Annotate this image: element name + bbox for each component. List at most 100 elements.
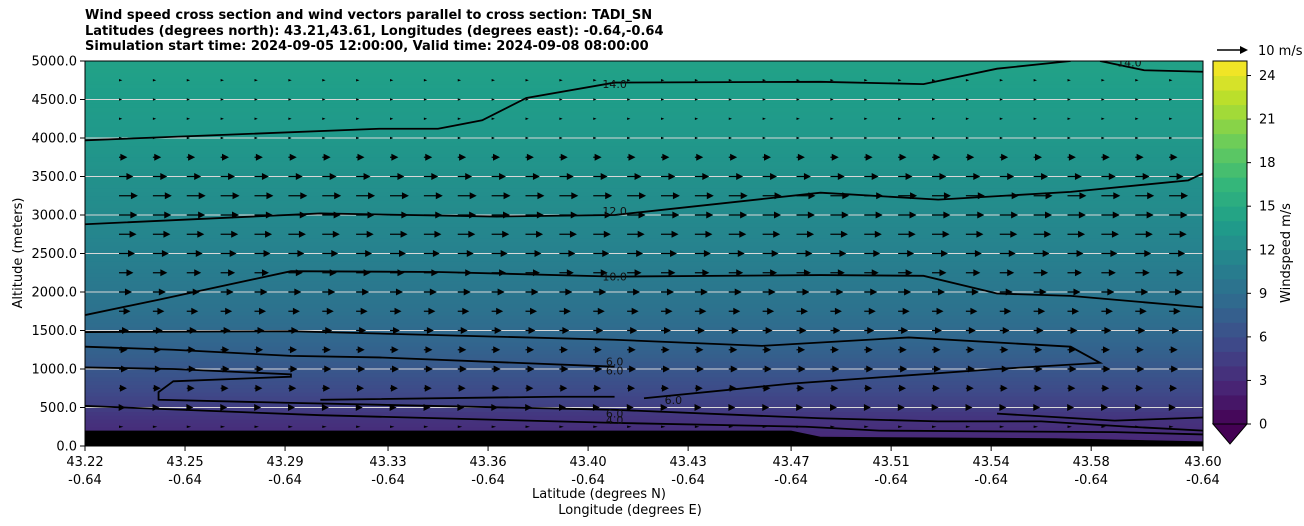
x-tick-label-lat: 43.51 — [873, 455, 910, 470]
wind-vector — [119, 211, 138, 219]
speed-band — [85, 261, 1203, 266]
wind-vector — [1033, 250, 1050, 257]
wind-vector — [525, 173, 540, 180]
wind-vector — [559, 288, 573, 296]
speed-band — [85, 257, 1203, 262]
wind-vector — [1067, 192, 1087, 200]
wind-vector — [965, 79, 970, 82]
wind-vector — [965, 288, 979, 296]
speed-band — [85, 157, 1203, 162]
wind-vector — [1033, 269, 1049, 277]
wind-vector — [356, 250, 373, 257]
wind-vector — [898, 211, 917, 219]
wind-vector — [390, 288, 403, 296]
wind-vector — [119, 117, 123, 120]
wind-vector — [661, 230, 679, 238]
wind-vector — [559, 98, 563, 101]
wind-vector — [288, 79, 292, 82]
wind-vector — [254, 173, 269, 180]
wind-vector — [1101, 327, 1112, 334]
wind-vector — [593, 230, 611, 238]
colorbar-segment — [1213, 380, 1247, 396]
wind-vector — [457, 425, 463, 428]
colorbar-segment — [1213, 133, 1247, 149]
wind-vector — [322, 98, 326, 101]
wind-vector — [322, 79, 326, 82]
wind-vector — [864, 117, 868, 120]
wind-vector — [965, 404, 973, 411]
speed-band — [85, 199, 1203, 205]
wind-vector — [1169, 211, 1188, 219]
wind-vector — [1067, 327, 1078, 334]
wind-vector — [932, 79, 936, 82]
wind-vector — [965, 173, 981, 180]
wind-vector — [491, 384, 500, 392]
wind-vector — [525, 327, 536, 334]
wind-vector — [1101, 117, 1105, 120]
wind-vector — [694, 425, 700, 428]
wind-vector — [559, 384, 568, 392]
wind-vector — [660, 404, 668, 411]
wind-vector — [525, 79, 529, 82]
wind-vector — [1135, 79, 1139, 82]
wind-vector — [830, 384, 839, 392]
speed-band — [85, 249, 1203, 255]
wind-vector — [390, 230, 408, 238]
wind-vector — [796, 404, 804, 411]
wind-vector — [999, 79, 1004, 82]
wind-vector — [559, 117, 563, 120]
wind-vector — [119, 288, 132, 296]
wind-vector — [1067, 307, 1080, 315]
wind-vector — [390, 173, 405, 180]
wind-vector — [593, 307, 605, 315]
gridlines — [85, 99, 1203, 408]
wind-vector — [390, 192, 409, 200]
wind-vector — [830, 117, 834, 120]
wind-vector — [1135, 230, 1153, 238]
wind-vector — [390, 250, 407, 257]
wind-vector — [728, 230, 747, 238]
contour-line — [996, 412, 1203, 422]
wind-vector — [525, 288, 539, 296]
speed-band — [85, 303, 1203, 308]
speed-band — [85, 422, 1203, 428]
wind-vector — [322, 192, 342, 200]
wind-vector — [931, 404, 939, 411]
wind-vector — [220, 288, 234, 296]
wind-vector — [525, 365, 535, 373]
wind-vector — [220, 79, 224, 82]
contour-line — [85, 61, 1071, 142]
wind-vector — [220, 136, 224, 140]
wind-vector — [898, 307, 910, 315]
quiver-key-arrowhead — [1240, 46, 1248, 54]
plot-area: 14.014.012.010.06.06.06.06.04.0 — [85, 61, 1203, 446]
x-tick-label-lat: 43.36 — [469, 455, 506, 470]
wind-vector — [932, 288, 945, 296]
wind-vector — [491, 425, 497, 428]
wind-vector — [491, 192, 511, 200]
speed-band — [85, 126, 1203, 131]
wind-vector — [254, 192, 274, 200]
speed-band — [85, 234, 1203, 239]
x-tick-label-lat: 43.43 — [670, 455, 707, 470]
wind-vector — [423, 136, 428, 140]
wind-vector — [694, 192, 714, 200]
wind-vector — [762, 117, 766, 120]
speed-band — [85, 241, 1203, 247]
wind-vector — [1101, 365, 1111, 373]
colorbar-segment — [1213, 220, 1247, 236]
wind-vector — [254, 250, 271, 257]
wind-vector — [559, 425, 564, 428]
wind-vector — [1067, 404, 1075, 411]
wind-vector — [1101, 269, 1116, 277]
wind-vector — [728, 98, 733, 101]
wind-vector — [220, 425, 226, 428]
wind-vector — [898, 98, 902, 101]
wind-vector — [390, 79, 394, 82]
wind-vector — [254, 230, 273, 238]
speed-band — [85, 153, 1203, 158]
wind-vector — [762, 307, 775, 315]
wind-vector — [898, 136, 902, 140]
wind-vector — [220, 98, 224, 101]
wind-vector — [356, 136, 360, 140]
